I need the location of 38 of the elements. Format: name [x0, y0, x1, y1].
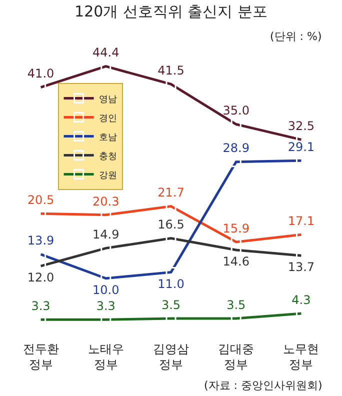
text: (자료 : 중앙인사위원회): [204, 379, 322, 392]
x-tick-label: 김영삼 정부: [153, 342, 189, 372]
data-label: 28.9: [222, 141, 250, 156]
data-label: 4.3: [292, 292, 311, 307]
legend-label: 강원: [98, 170, 117, 181]
data-label: 32.5: [288, 119, 315, 134]
data-label: 11.0: [158, 276, 184, 291]
x-tick-label: 김대중 정부: [218, 342, 254, 372]
data-label: 13.9: [27, 234, 54, 248]
data-label: 41.5: [158, 64, 184, 78]
data-label: 3.3: [31, 299, 50, 314]
data-label: 12.0: [27, 270, 54, 285]
data-label: 44.4: [92, 46, 120, 60]
data-label: 16.5: [158, 218, 184, 232]
data-label: 17.1: [288, 214, 315, 228]
chart-subtitle: (단위 : %): [270, 30, 322, 43]
data-label: 14.6: [222, 254, 250, 269]
data-label: 20.5: [27, 193, 54, 208]
data-label: 21.7: [158, 186, 184, 200]
legend-label: 경인: [98, 114, 117, 124]
data-label: 3.3: [96, 299, 116, 314]
legend-label: 충청: [98, 152, 117, 162]
legend-label: 호남: [98, 132, 117, 143]
data-label: 35.0: [222, 104, 250, 118]
x-tick-label: 전두환 정부: [22, 342, 59, 372]
data-label: 13.7: [288, 260, 315, 274]
legend-label: 영남: [98, 94, 117, 105]
data-label: 3.5: [226, 298, 246, 312]
data-label: 29.1: [288, 140, 315, 154]
data-label: 10.0: [92, 282, 120, 297]
x-tick-label: 노태우 정부: [88, 342, 124, 372]
data-label: 14.9: [92, 228, 120, 242]
data-label: 20.3: [92, 194, 120, 208]
data-label: 3.5: [161, 298, 181, 312]
x-tick-label: 노무현 정부: [283, 342, 320, 372]
data-label: 41.0: [27, 66, 54, 81]
chart-title: 120개 선호직위 출신지 분포: [74, 2, 268, 20]
data-label: 15.9: [222, 221, 250, 236]
